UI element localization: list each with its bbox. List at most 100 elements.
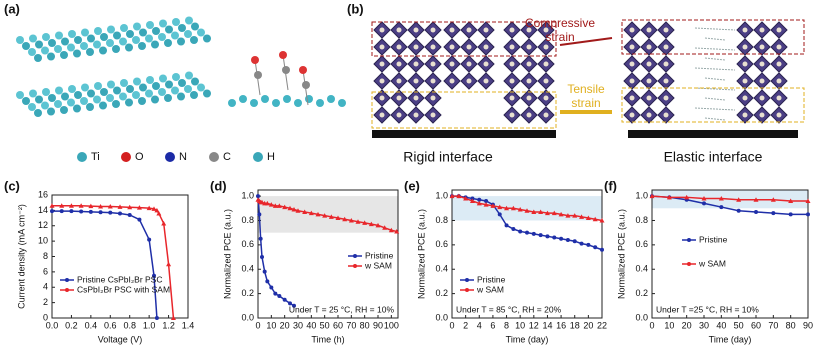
atom [413,61,419,67]
atom [776,61,782,67]
y-tick-label: 6 [43,266,48,276]
data-point [558,211,564,217]
atom [663,95,669,101]
data-point [518,229,523,234]
atom [509,44,515,50]
atom [190,91,198,99]
legend-atom [209,152,219,162]
atom [48,94,56,102]
legend-swatch [465,288,469,292]
atom [177,37,185,46]
atom [138,42,146,50]
sam-chain [704,37,726,41]
atom [396,44,402,50]
atom [138,97,146,105]
legend-label: w SAM [476,284,504,294]
x-tick-label: 20 [583,320,593,330]
data-point [565,237,570,242]
strain-box [371,21,557,57]
atom [742,27,748,33]
atom [282,66,290,74]
x-tick-label: 70 [346,320,356,330]
data-point [166,261,172,267]
atom [543,112,549,118]
atom [629,27,635,33]
data-point [579,214,585,219]
atom [629,78,635,84]
sam-chain [704,117,726,121]
x-tick-label: 0.4 [85,320,98,330]
atom [776,95,782,101]
data-point [161,220,167,226]
data-point [456,193,462,199]
x-axis-title: Time (day) [709,334,752,344]
x-tick-label: 6 [490,320,495,330]
atom [759,27,765,33]
atom [646,112,652,118]
y-tick-label: 0.4 [435,264,448,274]
legend-swatch [65,278,69,282]
data-point [666,194,672,200]
atom [663,78,669,84]
data-point [118,211,122,216]
data-point [382,225,388,230]
atom [125,43,133,52]
atom [73,49,81,58]
atom [93,95,101,104]
y-tick-label: 0.8 [435,215,448,225]
x-tick-label: 12 [529,320,539,330]
atom [67,98,75,107]
data-point [154,207,160,213]
legend-label: CsPbI₂Br PSC with SAM [77,284,170,294]
data-point [98,210,103,215]
data-point [342,216,348,222]
atom [228,99,236,107]
data-point [463,196,469,201]
atom [54,45,62,53]
atom [327,95,335,103]
atom [86,103,94,111]
strain-box [621,87,805,123]
atom [483,44,489,50]
y-tick-label: 0.2 [435,288,448,298]
atom [413,27,419,33]
atom [165,25,173,34]
atom [663,27,669,33]
plot-frame [257,189,399,319]
x-tick-label: 70 [768,320,778,330]
data-point [277,294,282,299]
data-point [264,200,270,206]
x-tick-label: 50 [734,320,744,330]
atom [261,95,269,103]
atom [16,91,24,99]
data-point [497,212,502,217]
atom [87,34,95,43]
atom [430,112,436,118]
atom [132,36,140,44]
atom [112,100,120,108]
atom [120,24,128,32]
interface-label: Rigid interface [403,149,493,165]
data-point [362,220,368,225]
data-point [272,203,278,208]
atom [47,107,55,116]
data-point [256,194,260,199]
atom [543,95,549,101]
strain-box [371,91,557,129]
data-point [368,221,374,227]
data-point [701,196,707,201]
atom [42,88,50,96]
y-tick-label: 0.0 [241,312,254,322]
legend-label: w SAM [698,258,726,268]
atom [73,104,81,113]
highlight-band [258,196,398,233]
y-tick-label: 14 [38,205,48,215]
atom [139,28,147,37]
x-tick-label: 1.0 [143,320,156,330]
atom [158,88,166,96]
legend-atom [77,152,87,162]
y-axis-title: Normalized PCE (a.u.) [222,209,232,299]
sam-chain [704,57,726,61]
x-tick-label: 40 [306,320,316,330]
strain-label: strain [545,30,574,44]
